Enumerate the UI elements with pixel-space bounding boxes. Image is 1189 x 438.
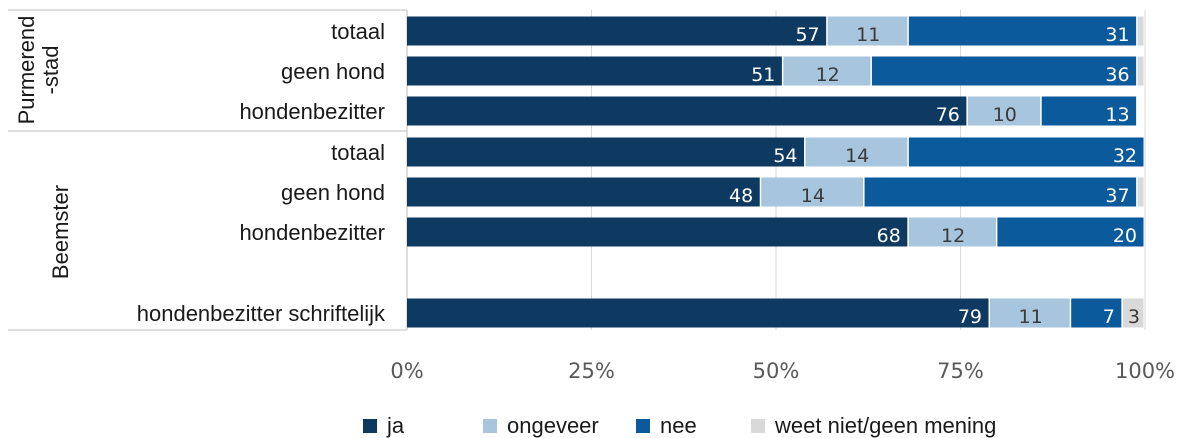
group-label-line: Purmerend [14, 16, 39, 125]
category-label: hondenbezitter [239, 220, 385, 245]
bar-segment [407, 96, 967, 126]
bar-segment [761, 177, 864, 207]
bar-segment [1137, 16, 1144, 46]
bar-segment [1122, 298, 1144, 328]
x-tick-label: 100% [1115, 359, 1175, 383]
legend-label: ja [386, 413, 405, 438]
data-label: 14 [801, 185, 825, 207]
legend-label: nee [660, 413, 697, 438]
bar-segment [997, 217, 1144, 247]
legend-label: ongeveer [507, 413, 599, 438]
bar-segment [407, 16, 827, 46]
x-tick-label: 50% [753, 359, 800, 383]
bar-segment [407, 137, 805, 167]
x-tick-label: 75% [937, 359, 984, 383]
x-tick-label: 0% [390, 359, 423, 383]
bar-segment [805, 137, 908, 167]
data-label: 11 [856, 24, 880, 46]
bar-segment [1137, 177, 1144, 207]
data-label: 13 [1105, 104, 1129, 126]
x-tick-labels: 0% 25% 50% 75% 100% [390, 359, 1175, 383]
group-label: Purmerend-stad [14, 16, 63, 125]
bar-segment [407, 298, 989, 328]
category-label: geen hond [281, 180, 385, 205]
data-label: 36 [1105, 64, 1129, 86]
legend-swatch [363, 419, 377, 433]
bar-segment [407, 217, 908, 247]
data-label: 37 [1105, 185, 1129, 207]
category-label: hondenbezitter schriftelijk [137, 301, 386, 326]
data-label: 12 [941, 225, 965, 247]
category-label: totaal [331, 19, 385, 44]
bar-segment [908, 217, 996, 247]
data-label: 54 [773, 145, 797, 167]
data-label: 20 [1113, 225, 1137, 247]
bar-segment [908, 16, 1137, 46]
data-label: 76 [936, 104, 960, 126]
legend-swatch [636, 419, 650, 433]
group-label: Beemster [48, 185, 73, 279]
bars [407, 16, 1144, 328]
data-label: 32 [1113, 145, 1137, 167]
data-label: 11 [1019, 306, 1043, 328]
data-label: 14 [845, 145, 869, 167]
bar-segment [864, 177, 1137, 207]
x-tick-label: 25% [568, 359, 615, 383]
bar-segment [1041, 96, 1137, 126]
bar-segment [990, 298, 1070, 328]
category-label: totaal [331, 140, 385, 165]
data-label: 3 [1128, 306, 1140, 328]
bar-segment [908, 137, 1144, 167]
bar-segment [1137, 56, 1144, 86]
legend-label: weet niet/geen mening [774, 413, 996, 438]
data-label: 31 [1105, 24, 1129, 46]
bar-segment [827, 16, 908, 46]
data-label: 57 [795, 24, 819, 46]
category-labels: totaal geen hond hondenbezitter totaal geen … [137, 19, 386, 326]
data-label: 79 [958, 306, 982, 328]
bar-segment [967, 96, 1041, 126]
data-label: 51 [751, 64, 775, 86]
data-label: 68 [877, 225, 901, 247]
bar-segment [871, 56, 1137, 86]
data-label: 48 [729, 185, 753, 207]
category-label: geen hond [281, 59, 385, 84]
data-label: 10 [993, 104, 1017, 126]
bar-segment [407, 177, 760, 207]
legend-swatch [483, 419, 497, 433]
bar-segment [783, 56, 871, 86]
legend: ja ongeveer nee weet niet/geen mening [363, 413, 996, 438]
bar-segment [1071, 298, 1122, 328]
data-label: 12 [816, 64, 840, 86]
data-label: 7 [1103, 306, 1115, 328]
group-label-line: -stad [38, 46, 63, 95]
legend-swatch [751, 419, 765, 433]
bar-segment [407, 56, 782, 86]
category-label: hondenbezitter [239, 99, 385, 124]
